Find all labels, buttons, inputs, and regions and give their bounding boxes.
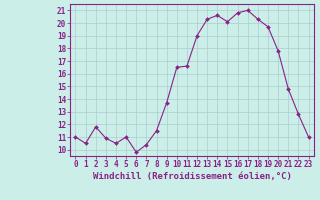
X-axis label: Windchill (Refroidissement éolien,°C): Windchill (Refroidissement éolien,°C) — [92, 172, 292, 181]
